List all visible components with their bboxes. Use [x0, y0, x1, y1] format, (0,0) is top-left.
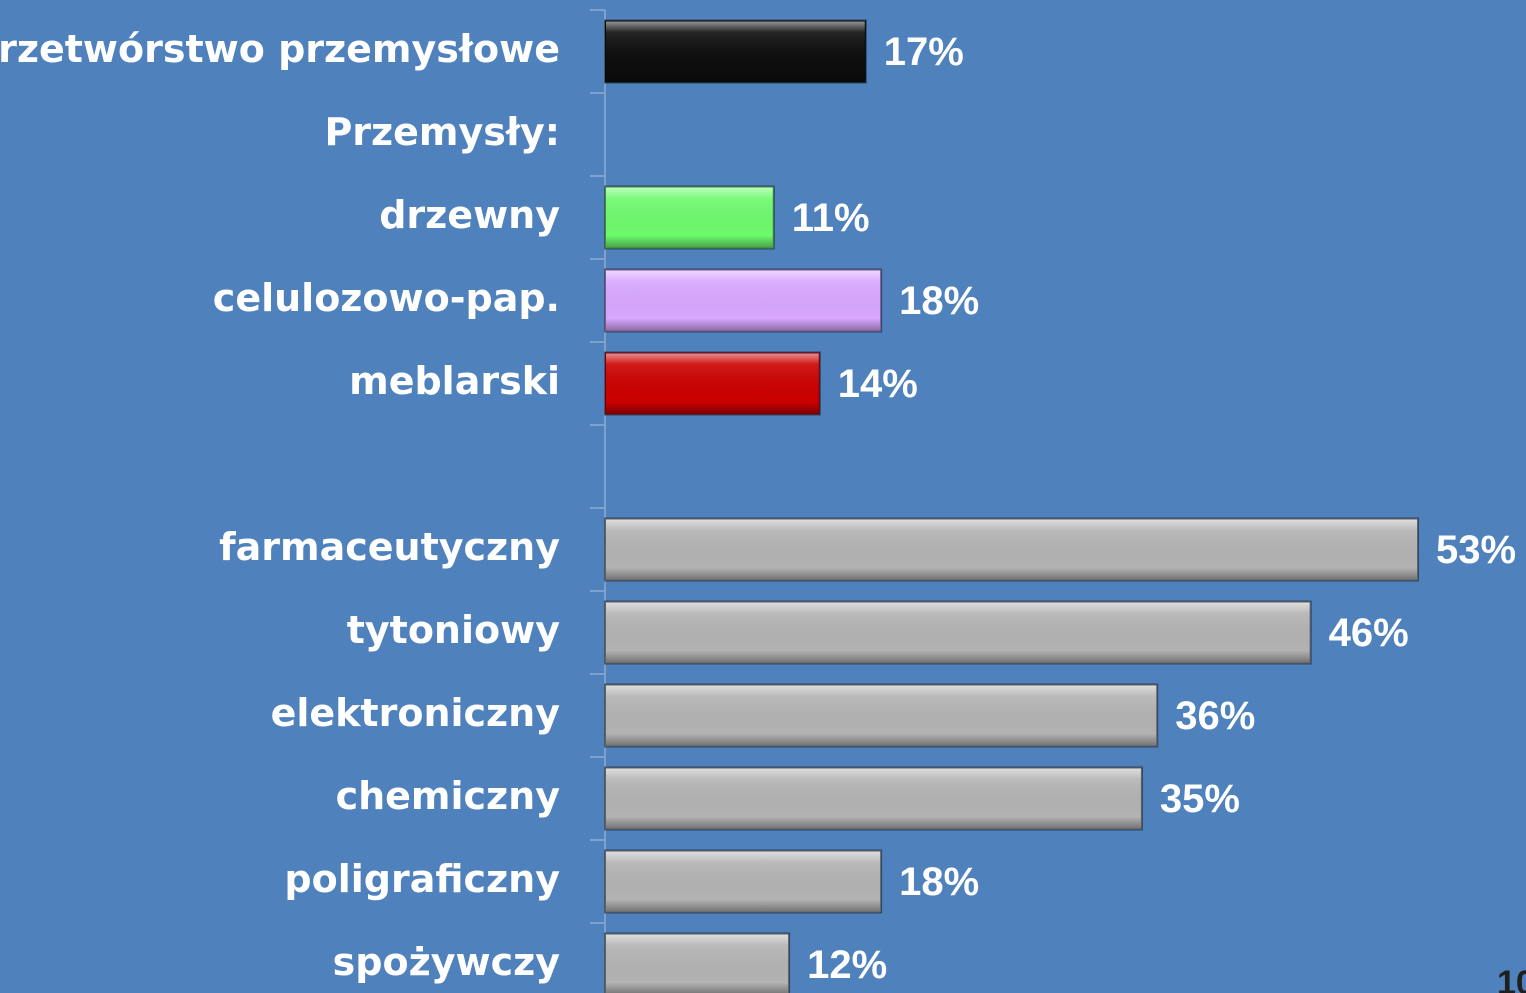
category-label: meblarski	[349, 359, 560, 403]
category-label: spożywczy	[333, 940, 561, 984]
value-label: 14%	[838, 362, 918, 406]
bar-shine	[606, 685, 1157, 746]
value-label: 18%	[899, 860, 979, 904]
value-label: 12%	[807, 943, 887, 987]
category-label: Przetwórstwo przemysłowe	[0, 27, 560, 71]
category-label: Przemysły:	[324, 110, 560, 154]
bar-shine	[606, 187, 773, 248]
category-label: chemiczny	[336, 774, 561, 818]
bar-shine	[606, 851, 881, 912]
value-label: 53%	[1436, 528, 1516, 572]
value-label: 36%	[1175, 694, 1255, 738]
page-number: 10	[1497, 964, 1526, 993]
value-label: 11%	[792, 196, 870, 240]
bar-shine	[606, 21, 865, 82]
category-label: tytoniowy	[347, 608, 560, 652]
bar-shine	[606, 768, 1141, 829]
category-label: farmaceutyczny	[219, 525, 560, 569]
value-label: 35%	[1160, 777, 1240, 821]
bar-shine	[606, 519, 1418, 580]
bar-shine	[606, 934, 789, 993]
bar-shine	[606, 270, 881, 331]
bar-shine	[606, 602, 1310, 663]
category-label: drzewny	[379, 193, 560, 237]
value-label: 17%	[884, 30, 964, 74]
category-label: elektroniczny	[271, 691, 561, 735]
category-label: poligraficzny	[284, 857, 560, 901]
bar-shine	[606, 353, 819, 414]
value-label: 18%	[899, 279, 979, 323]
category-label: celulozowo-pap.	[213, 276, 560, 320]
value-label: 46%	[1329, 611, 1409, 655]
